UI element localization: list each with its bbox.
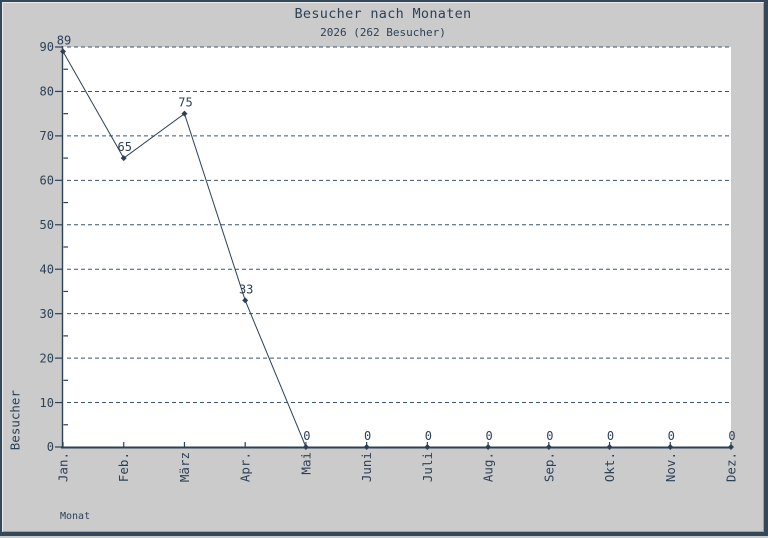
x-tick-label: Dez.: [724, 452, 739, 482]
data-point: [60, 48, 66, 55]
data-point-label: 0: [303, 429, 310, 443]
data-point: [242, 297, 249, 304]
x-tick-label: Juli: [420, 452, 435, 482]
data-point-label: 0: [485, 429, 492, 443]
line-series: [62, 51, 731, 448]
y-tick-label: 70: [40, 129, 54, 143]
data-point-label: 0: [364, 429, 371, 443]
y-tick-label: 90: [40, 40, 54, 54]
data-point: [302, 444, 309, 450]
data-point-label: 0: [668, 429, 675, 443]
x-tick-label: Feb.: [116, 452, 131, 482]
y-tick-label: 30: [40, 307, 54, 321]
x-tick-label: Mai: [298, 452, 313, 475]
data-point: [485, 444, 492, 450]
x-axis-title: Monat: [60, 511, 91, 522]
data-point: [181, 110, 188, 117]
plot-area: [63, 47, 731, 447]
data-point: [424, 444, 431, 450]
y-tick-label: 40: [40, 262, 54, 276]
data-point: [667, 444, 674, 450]
x-tick-label: Sep.: [541, 452, 556, 482]
x-tick-label: Aug.: [481, 452, 496, 482]
y-tick-label: 0: [47, 440, 54, 454]
data-point-label: 0: [607, 429, 614, 443]
y-tick-label: 80: [40, 85, 54, 99]
y-tick-label: 60: [40, 174, 54, 188]
data-point: [545, 444, 552, 450]
x-tick-label: Apr.: [238, 452, 253, 482]
data-point-label: 65: [118, 140, 132, 154]
data-point-label: 0: [546, 429, 553, 443]
data-point: [606, 444, 613, 450]
data-point: [120, 155, 127, 162]
x-tick-label: Okt.: [602, 452, 617, 482]
y-tick-label: 20: [40, 351, 54, 365]
data-point-label: 0: [728, 429, 735, 443]
y-tick-label: 10: [40, 396, 54, 410]
data-point-label: 33: [239, 282, 253, 296]
x-tick-label: Juni: [359, 452, 374, 482]
data-point: [728, 444, 734, 450]
data-point: [363, 444, 370, 450]
data-point-label: 89: [57, 33, 71, 47]
chart-subtitle: 2026 (262 Besucher): [320, 26, 446, 39]
chart-title: Besucher nach Monaten: [294, 6, 472, 22]
data-point-label: 0: [425, 429, 432, 443]
y-axis-title: Besucher: [8, 390, 23, 451]
data-point-label: 75: [178, 96, 192, 110]
x-tick-label: Jan.: [56, 452, 71, 482]
y-tick-label: 50: [40, 218, 54, 232]
x-tick-label: März: [177, 452, 192, 482]
x-tick-label: Nov.: [663, 452, 678, 482]
